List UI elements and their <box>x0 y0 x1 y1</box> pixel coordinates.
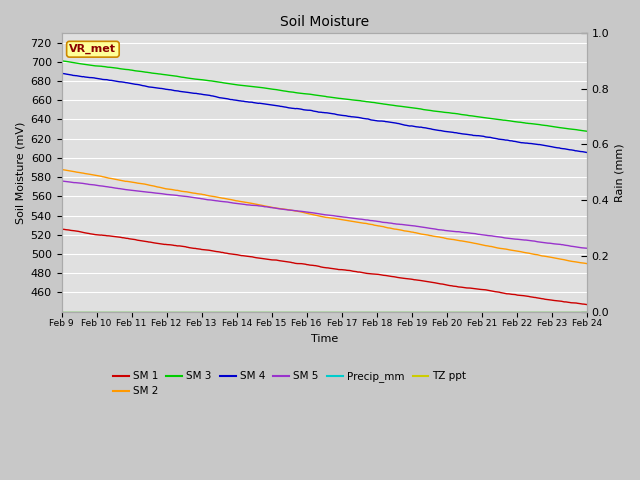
SM 5 <box>310 210 318 216</box>
TZ ppt <box>307 309 315 314</box>
SM 3 <box>488 116 496 121</box>
SM 5 <box>583 245 591 251</box>
SM 4 <box>342 113 349 119</box>
SM 5 <box>307 210 315 216</box>
SM 5 <box>488 233 496 239</box>
SM 2 <box>342 217 349 223</box>
SM 2 <box>310 212 318 218</box>
SM 1 <box>371 271 378 277</box>
Legend: SM 1, SM 2, SM 3, SM 4, SM 5, Precip_mm, TZ ppt: SM 1, SM 2, SM 3, SM 4, SM 5, Precip_mm,… <box>109 367 470 401</box>
TZ ppt <box>583 309 591 314</box>
Precip_mm <box>488 309 496 314</box>
TZ ppt <box>371 309 378 314</box>
Line: SM 2: SM 2 <box>61 169 587 264</box>
SM 3 <box>570 127 578 132</box>
SM 1 <box>583 302 591 308</box>
SM 3 <box>583 128 591 134</box>
TZ ppt <box>488 309 496 314</box>
TZ ppt <box>342 309 349 314</box>
X-axis label: Time: Time <box>310 334 338 344</box>
TZ ppt <box>58 309 65 314</box>
Title: Soil Moisture: Soil Moisture <box>280 15 369 29</box>
SM 4 <box>310 108 318 114</box>
SM 4 <box>570 147 578 153</box>
SM 2 <box>58 167 65 172</box>
Precip_mm <box>342 309 349 314</box>
SM 3 <box>342 96 349 102</box>
SM 2 <box>583 261 591 266</box>
Precip_mm <box>58 309 65 314</box>
SM 2 <box>570 259 578 264</box>
SM 5 <box>58 178 65 184</box>
Y-axis label: Rain (mm): Rain (mm) <box>615 143 625 202</box>
Precip_mm <box>371 309 378 314</box>
SM 5 <box>570 244 578 250</box>
SM 3 <box>310 92 318 98</box>
Line: SM 4: SM 4 <box>61 73 587 153</box>
SM 2 <box>307 211 315 217</box>
Line: SM 1: SM 1 <box>61 229 587 305</box>
SM 5 <box>371 218 378 224</box>
Precip_mm <box>307 309 315 314</box>
SM 3 <box>58 58 65 64</box>
Precip_mm <box>310 309 318 314</box>
TZ ppt <box>570 309 578 314</box>
SM 4 <box>583 150 591 156</box>
SM 1 <box>58 226 65 232</box>
SM 3 <box>307 92 315 97</box>
TZ ppt <box>310 309 318 314</box>
SM 2 <box>371 222 378 228</box>
SM 1 <box>307 262 315 268</box>
Line: SM 3: SM 3 <box>61 61 587 131</box>
SM 1 <box>342 267 349 273</box>
Line: SM 5: SM 5 <box>61 181 587 248</box>
Text: VR_met: VR_met <box>69 44 116 54</box>
Precip_mm <box>570 309 578 314</box>
SM 1 <box>570 300 578 306</box>
SM 1 <box>488 288 496 294</box>
SM 4 <box>307 108 315 113</box>
Precip_mm <box>583 309 591 314</box>
SM 3 <box>371 100 378 106</box>
SM 4 <box>488 135 496 141</box>
Y-axis label: Soil Moisture (mV): Soil Moisture (mV) <box>15 121 25 224</box>
SM 4 <box>58 71 65 76</box>
SM 2 <box>488 244 496 250</box>
SM 5 <box>342 215 349 220</box>
SM 1 <box>310 263 318 268</box>
SM 4 <box>371 118 378 123</box>
